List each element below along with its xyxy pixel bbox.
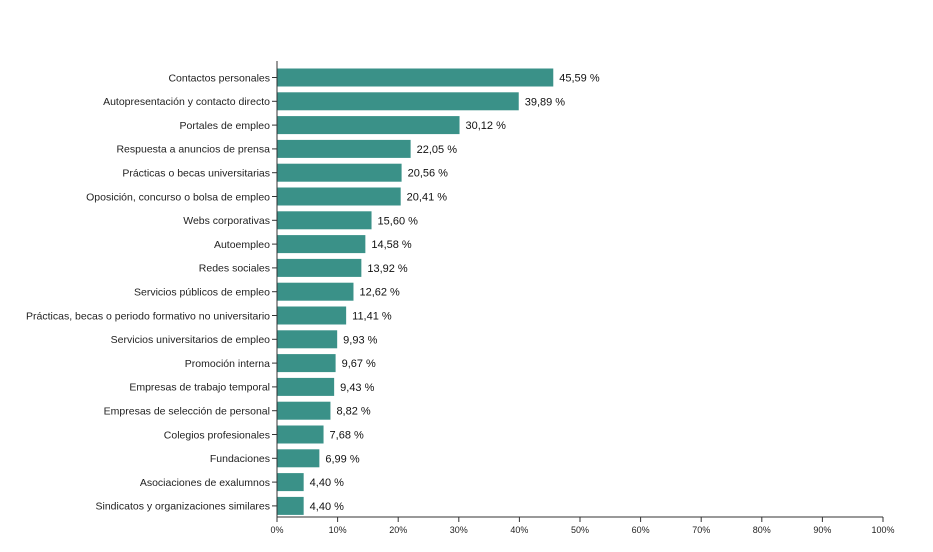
bars-layer — [277, 68, 554, 515]
value-label: 11,41 % — [352, 311, 392, 323]
bar — [277, 377, 335, 396]
category-label: Asociaciones de exalumnos — [140, 477, 270, 489]
value-labels: 45,59 % 39,89 % 30,12 % 22,05 % 20,56 % 20,41… — [310, 73, 600, 513]
x-tick-label: 50% — [571, 525, 589, 535]
value-label: 9,93 % — [343, 334, 377, 346]
x-tick-label: 40% — [510, 525, 528, 535]
bar — [277, 258, 362, 277]
value-label: 15,60 % — [378, 215, 419, 227]
category-label: Webs corporativas — [183, 215, 270, 227]
bar — [277, 282, 354, 301]
category-label: Sindicatos y organizaciones similares — [96, 501, 271, 513]
category-label: Redes sociales — [199, 263, 270, 275]
value-label: 12,62 % — [359, 287, 400, 299]
category-label: Servicios públicos de empleo — [134, 287, 270, 299]
category-label: Colegios profesionales — [164, 429, 270, 441]
bar — [277, 473, 304, 492]
value-label: 20,41 % — [407, 192, 448, 204]
value-label: 30,12 % — [466, 120, 507, 132]
value-label: 14,58 % — [371, 239, 412, 251]
category-label: Servicios universitarios de empleo — [111, 334, 270, 346]
x-tick-label: 70% — [692, 525, 710, 535]
axes: 0% 10% 20% 30% 40% 50% 60% 70% 80% 90% 100% — [270, 61, 895, 535]
category-label: Promoción interna — [185, 358, 270, 370]
value-label: 9,43 % — [340, 382, 374, 394]
value-label: 20,56 % — [408, 168, 449, 180]
bar — [277, 425, 324, 444]
x-tick-label: 90% — [813, 525, 831, 535]
value-label: 4,40 % — [310, 501, 344, 513]
bar — [277, 163, 402, 182]
x-tick-label: 30% — [450, 525, 468, 535]
bar — [277, 330, 338, 349]
bar — [277, 235, 366, 254]
value-label: 4,40 % — [310, 477, 344, 489]
bar — [277, 116, 460, 135]
bar — [277, 449, 320, 468]
bar — [277, 139, 411, 158]
x-tick-label: 100% — [871, 525, 894, 535]
value-label: 9,67 % — [342, 358, 376, 370]
value-label: 39,89 % — [525, 96, 566, 108]
bar — [277, 68, 554, 87]
bar — [277, 354, 336, 373]
value-label: 45,59 % — [559, 73, 600, 85]
category-label: Prácticas, becas o periodo formativo no … — [26, 310, 270, 322]
category-label: Autopresentación y contacto directo — [103, 96, 270, 108]
category-labels: Contactos personales Autopresentación y c… — [26, 72, 270, 512]
category-label: Fundaciones — [210, 453, 270, 465]
category-label: Prácticas o becas universitarias — [122, 168, 270, 180]
category-label: Autoempleo — [214, 239, 270, 251]
value-label: 7,68 % — [330, 430, 364, 442]
category-label: Respuesta a anuncios de prensa — [116, 144, 270, 156]
value-label: 13,92 % — [367, 263, 408, 275]
value-label: 8,82 % — [336, 406, 370, 418]
bar — [277, 92, 519, 111]
value-label: 6,99 % — [325, 453, 359, 465]
x-tick-label: 10% — [329, 525, 347, 535]
bar — [277, 401, 331, 420]
category-label: Portales de empleo — [180, 120, 271, 132]
category-label: Contactos personales — [168, 72, 270, 84]
value-label: 22,05 % — [417, 144, 458, 156]
category-label: Oposición, concurso o bolsa de empleo — [86, 191, 270, 203]
bar — [277, 187, 401, 206]
x-tick-label: 0% — [270, 525, 283, 535]
bar — [277, 306, 347, 325]
bar — [277, 211, 372, 230]
x-tick-label: 60% — [632, 525, 650, 535]
category-label: Empresas de trabajo temporal — [129, 382, 270, 394]
x-tick-label: 80% — [753, 525, 771, 535]
x-tick-label: 20% — [389, 525, 407, 535]
bar — [277, 496, 304, 515]
category-label: Empresas de selección de personal — [104, 406, 270, 418]
